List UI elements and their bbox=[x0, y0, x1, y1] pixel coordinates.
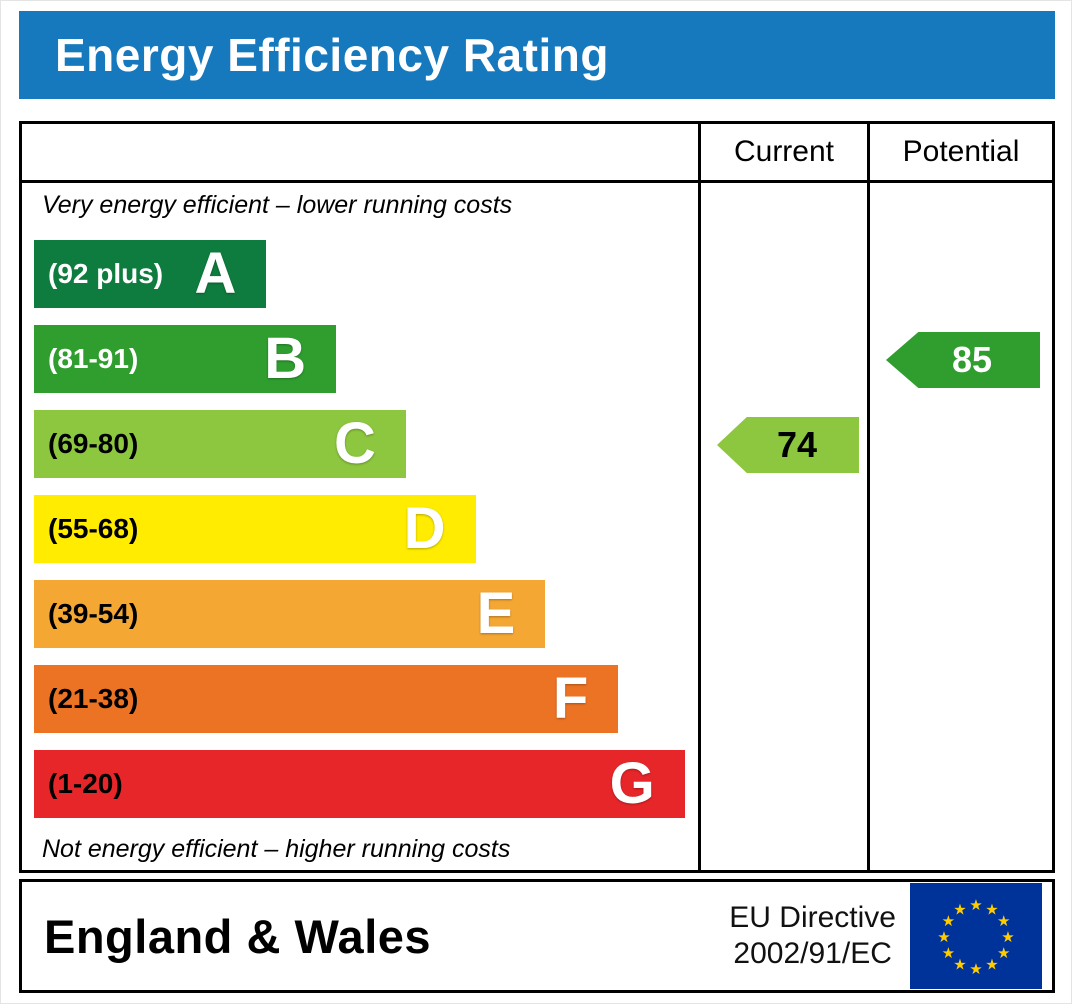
page-title: Energy Efficiency Rating bbox=[55, 29, 609, 81]
svg-text:★: ★ bbox=[1001, 928, 1014, 946]
band-row-c: (69-80) C bbox=[34, 410, 698, 478]
potential-rating-value: 85 bbox=[951, 339, 993, 380]
band-row-e: (39-54) E bbox=[34, 580, 698, 648]
band-bar-c: (69-80) C bbox=[34, 410, 406, 478]
band-letter: A bbox=[194, 241, 237, 306]
band-row-b: (81-91) B bbox=[34, 325, 698, 393]
band-row-a: (92 plus) A bbox=[34, 240, 698, 308]
band-range-label: (39-54) bbox=[48, 598, 139, 629]
potential-rating-arrow: 85 bbox=[886, 332, 1040, 388]
top-note: Very energy efficient – lower running co… bbox=[42, 191, 513, 219]
band-bar-b: (81-91) B bbox=[34, 325, 337, 393]
bottom-note: Not energy efficient – higher running co… bbox=[42, 835, 511, 863]
band-letter: B bbox=[264, 326, 307, 391]
chart-body: Very energy efficient – lower running co… bbox=[22, 183, 1052, 870]
svg-text:★: ★ bbox=[953, 956, 966, 974]
band-row-d: (55-68) D bbox=[34, 495, 698, 563]
band-range-label: (81-91) bbox=[48, 343, 139, 374]
band-range-label: (92 plus) bbox=[48, 258, 164, 289]
current-rating-value: 74 bbox=[776, 424, 818, 465]
column-header-row: Current Potential bbox=[22, 124, 1052, 183]
eu-directive-line2: 2002/91/EC bbox=[733, 937, 892, 970]
svg-text:★: ★ bbox=[937, 928, 950, 946]
chart-frame: Current Potential Very energy efficient … bbox=[19, 121, 1055, 873]
band-bar-e: (39-54) E bbox=[34, 580, 546, 648]
band-letter: F bbox=[552, 666, 589, 731]
svg-text:★: ★ bbox=[997, 944, 1010, 962]
svg-text:★: ★ bbox=[969, 896, 982, 914]
potential-column-header: Potential bbox=[867, 124, 1052, 180]
svg-text:★: ★ bbox=[985, 900, 998, 918]
band-bar-g: (1-20) G bbox=[34, 750, 685, 818]
band-letter: C bbox=[333, 411, 376, 476]
eu-directive-line1: EU Directive bbox=[729, 901, 896, 934]
band-area: Very energy efficient – lower running co… bbox=[22, 183, 698, 870]
eu-directive-label: EU Directive 2002/91/EC bbox=[729, 900, 896, 972]
svg-text:★: ★ bbox=[997, 912, 1010, 930]
band-bar-d: (55-68) D bbox=[34, 495, 476, 563]
potential-column: 85 bbox=[867, 183, 1052, 870]
band-letter: D bbox=[403, 496, 446, 561]
region-label: England & Wales bbox=[44, 909, 432, 963]
current-rating-arrow: 74 bbox=[717, 417, 859, 473]
bands-list: (92 plus) A (81-91) B (69-80) C bbox=[34, 240, 698, 818]
current-column-header: Current bbox=[698, 124, 867, 180]
band-bar-f: (21-38) F bbox=[34, 665, 619, 733]
svg-text:★: ★ bbox=[969, 960, 982, 978]
svg-text:★: ★ bbox=[985, 956, 998, 974]
band-bar-a: (92 plus) A bbox=[34, 240, 267, 308]
band-range-label: (1-20) bbox=[48, 768, 123, 799]
svg-text:★: ★ bbox=[953, 900, 966, 918]
band-range-label: (55-68) bbox=[48, 513, 139, 544]
svg-text:★: ★ bbox=[942, 944, 955, 962]
current-column: 74 bbox=[698, 183, 867, 870]
band-range-label: (21-38) bbox=[48, 683, 139, 714]
band-row-f: (21-38) F bbox=[34, 665, 698, 733]
band-letter: G bbox=[609, 751, 655, 816]
title-bar: Energy Efficiency Rating bbox=[19, 11, 1055, 99]
eu-flag-icon: ★ ★ ★ ★ ★ ★ ★ ★ ★ ★ ★ ★ bbox=[910, 883, 1042, 989]
footer: England & Wales EU Directive 2002/91/EC … bbox=[19, 879, 1055, 993]
band-letter: E bbox=[476, 581, 516, 646]
band-range-label: (69-80) bbox=[48, 428, 139, 459]
band-row-g: (1-20) G bbox=[34, 750, 698, 818]
band-column-header bbox=[22, 124, 698, 180]
svg-text:★: ★ bbox=[942, 912, 955, 930]
